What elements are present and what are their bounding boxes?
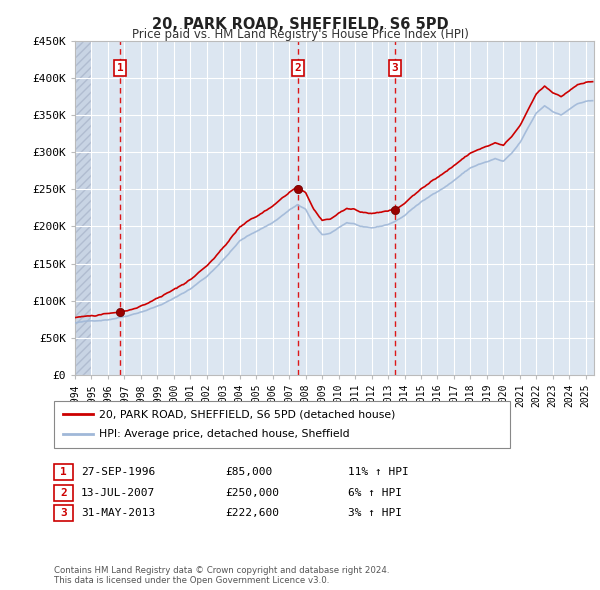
Text: 1: 1: [60, 467, 67, 477]
Text: 3: 3: [391, 63, 398, 73]
Text: £250,000: £250,000: [225, 488, 279, 497]
Text: 20, PARK ROAD, SHEFFIELD, S6 5PD: 20, PARK ROAD, SHEFFIELD, S6 5PD: [152, 17, 448, 31]
Text: 1: 1: [117, 63, 124, 73]
Text: 6% ↑ HPI: 6% ↑ HPI: [348, 488, 402, 497]
Text: 2: 2: [60, 488, 67, 497]
Text: £85,000: £85,000: [225, 467, 272, 477]
Text: 20, PARK ROAD, SHEFFIELD, S6 5PD (detached house): 20, PARK ROAD, SHEFFIELD, S6 5PD (detach…: [99, 409, 395, 419]
Text: 11% ↑ HPI: 11% ↑ HPI: [348, 467, 409, 477]
Text: Contains HM Land Registry data © Crown copyright and database right 2024.
This d: Contains HM Land Registry data © Crown c…: [54, 566, 389, 585]
Text: 13-JUL-2007: 13-JUL-2007: [81, 488, 155, 497]
Text: 3: 3: [60, 509, 67, 518]
Text: £222,600: £222,600: [225, 509, 279, 518]
Text: Price paid vs. HM Land Registry's House Price Index (HPI): Price paid vs. HM Land Registry's House …: [131, 28, 469, 41]
Text: 27-SEP-1996: 27-SEP-1996: [81, 467, 155, 477]
Text: 2: 2: [295, 63, 301, 73]
Text: 3% ↑ HPI: 3% ↑ HPI: [348, 509, 402, 518]
Text: HPI: Average price, detached house, Sheffield: HPI: Average price, detached house, Shef…: [99, 430, 350, 439]
Bar: [75, 41, 91, 375]
Text: 31-MAY-2013: 31-MAY-2013: [81, 509, 155, 518]
